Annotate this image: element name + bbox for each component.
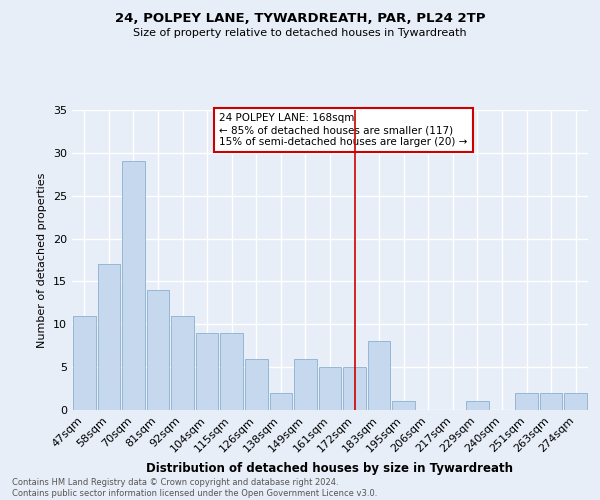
Bar <box>171 316 194 410</box>
Bar <box>122 162 145 410</box>
Bar <box>515 393 538 410</box>
Bar <box>565 393 587 410</box>
Bar <box>98 264 120 410</box>
Bar <box>466 402 489 410</box>
Bar <box>269 393 292 410</box>
Bar <box>73 316 95 410</box>
Text: 24, POLPEY LANE, TYWARDREATH, PAR, PL24 2TP: 24, POLPEY LANE, TYWARDREATH, PAR, PL24 … <box>115 12 485 26</box>
Bar <box>392 402 415 410</box>
Text: Contains HM Land Registry data © Crown copyright and database right 2024.
Contai: Contains HM Land Registry data © Crown c… <box>12 478 377 498</box>
Bar <box>343 367 366 410</box>
Y-axis label: Number of detached properties: Number of detached properties <box>37 172 47 348</box>
Bar <box>368 342 391 410</box>
Text: 24 POLPEY LANE: 168sqm
← 85% of detached houses are smaller (117)
15% of semi-de: 24 POLPEY LANE: 168sqm ← 85% of detached… <box>220 114 468 146</box>
Bar <box>540 393 562 410</box>
Bar <box>196 333 218 410</box>
Bar <box>294 358 317 410</box>
Text: Size of property relative to detached houses in Tywardreath: Size of property relative to detached ho… <box>133 28 467 38</box>
X-axis label: Distribution of detached houses by size in Tywardreath: Distribution of detached houses by size … <box>146 462 514 475</box>
Bar <box>319 367 341 410</box>
Bar <box>146 290 169 410</box>
Bar <box>220 333 243 410</box>
Bar <box>245 358 268 410</box>
